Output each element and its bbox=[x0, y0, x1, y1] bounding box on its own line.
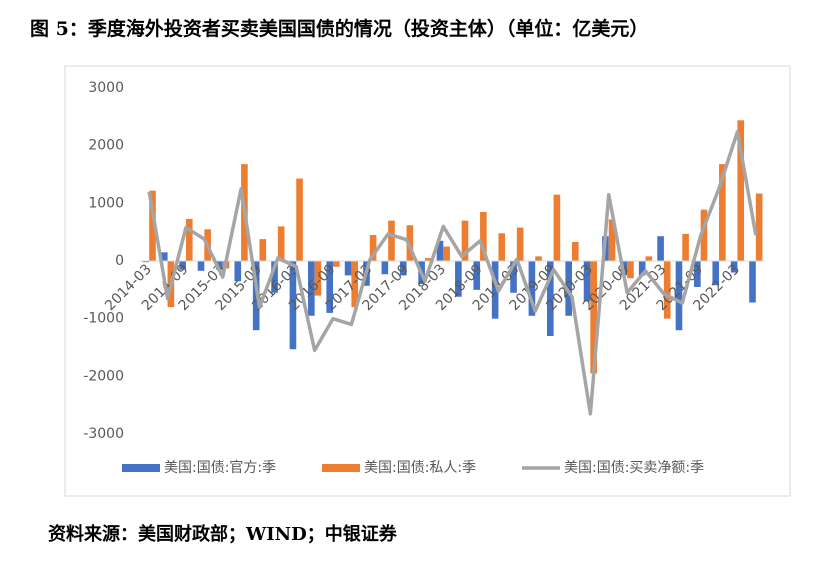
bar bbox=[473, 261, 481, 290]
source-note: 资料来源：美国财政部；WIND；中银证券 bbox=[48, 523, 398, 545]
y-tick-label: -1000 bbox=[83, 311, 124, 327]
bar bbox=[399, 261, 407, 276]
bar bbox=[326, 261, 334, 313]
bar bbox=[216, 261, 223, 270]
bar bbox=[608, 219, 616, 261]
bar bbox=[730, 261, 738, 273]
bar bbox=[424, 258, 432, 261]
y-tick-label: 0 bbox=[115, 253, 124, 269]
legend-label: 美国:国债:官方:季 bbox=[164, 460, 276, 476]
bar bbox=[381, 261, 389, 275]
bar bbox=[455, 261, 462, 297]
bar bbox=[277, 226, 285, 261]
bar bbox=[333, 261, 340, 267]
bar bbox=[259, 239, 267, 261]
chart-title: 图 5：季度海外投资者买卖美国国债的情况（投资主体）（单位：亿美元） bbox=[30, 17, 648, 40]
bar bbox=[528, 261, 536, 316]
bar bbox=[436, 240, 444, 261]
chart-frame bbox=[64, 65, 791, 497]
bar bbox=[498, 233, 506, 261]
bar bbox=[700, 209, 708, 261]
bar bbox=[510, 261, 517, 293]
legend-swatch bbox=[122, 464, 160, 472]
y-tick-label: 3000 bbox=[88, 80, 124, 96]
legend-swatch bbox=[322, 464, 360, 472]
bar bbox=[675, 261, 683, 331]
bar bbox=[712, 261, 720, 286]
bar bbox=[179, 261, 186, 270]
bar bbox=[491, 261, 499, 319]
bar bbox=[737, 120, 745, 261]
bar bbox=[461, 220, 469, 261]
bar bbox=[185, 218, 193, 261]
bar bbox=[271, 261, 278, 293]
bar bbox=[480, 211, 487, 261]
bar bbox=[443, 246, 450, 261]
bar bbox=[590, 261, 597, 374]
bar bbox=[546, 261, 554, 336]
bar bbox=[583, 261, 591, 302]
bar bbox=[314, 261, 322, 296]
bar bbox=[553, 194, 561, 261]
bar bbox=[657, 236, 664, 261]
legend-label: 美国:国债:私人:季 bbox=[364, 460, 476, 476]
bar bbox=[571, 241, 579, 261]
bar bbox=[234, 261, 242, 282]
bar bbox=[627, 261, 634, 279]
legend-label: 美国:国债:买卖净额:季 bbox=[564, 460, 704, 476]
bar bbox=[344, 261, 352, 276]
bar bbox=[755, 193, 763, 261]
bar bbox=[663, 261, 671, 319]
line-series bbox=[147, 130, 758, 416]
bar bbox=[308, 261, 315, 316]
bar bbox=[719, 164, 726, 261]
y-tick-label: 1000 bbox=[88, 195, 124, 211]
y-tick-label: -2000 bbox=[83, 368, 124, 384]
bar bbox=[516, 227, 524, 261]
bar bbox=[749, 261, 756, 303]
y-tick-label: -3000 bbox=[83, 426, 124, 442]
bar bbox=[535, 256, 542, 261]
bar bbox=[565, 261, 572, 316]
bar bbox=[142, 261, 150, 263]
bar bbox=[197, 261, 205, 271]
bar bbox=[149, 190, 156, 261]
bar bbox=[289, 261, 297, 350]
bar bbox=[369, 235, 377, 261]
bar bbox=[645, 256, 653, 261]
bar bbox=[351, 261, 359, 308]
bar bbox=[682, 233, 689, 261]
bar bbox=[694, 261, 701, 287]
bar bbox=[388, 220, 395, 261]
bar bbox=[638, 261, 646, 276]
bar bbox=[160, 252, 168, 261]
bar bbox=[296, 178, 303, 261]
y-tick-label: 2000 bbox=[88, 138, 124, 154]
